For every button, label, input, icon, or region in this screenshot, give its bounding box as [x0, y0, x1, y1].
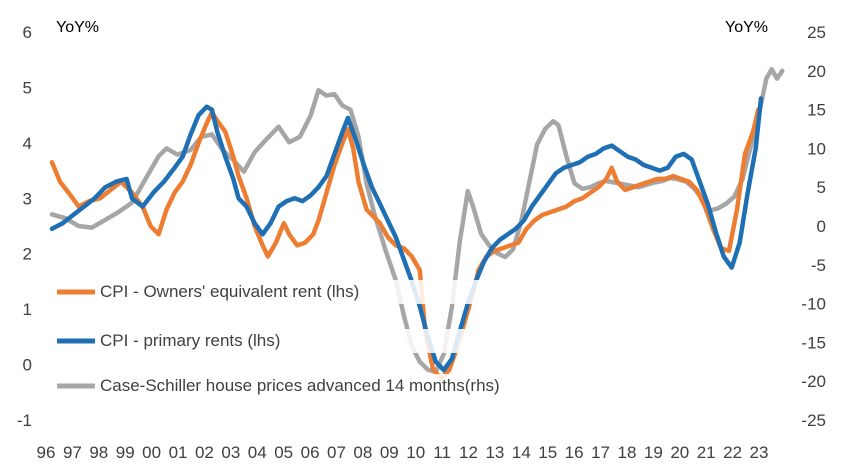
x-tick-label: 23	[750, 443, 769, 462]
x-tick-label: 17	[591, 443, 610, 462]
y-left-tick-label: 2	[23, 245, 32, 264]
y-right-tick-label: 5	[817, 178, 826, 197]
legend: CPI - Owners' equivalent rent (lhs) CPI -…	[52, 280, 572, 398]
y-left-tick-label: 5	[23, 78, 32, 97]
legend-entry-bg	[52, 280, 572, 304]
y-right-tick-label: -20	[801, 372, 826, 391]
x-tick-label: 13	[485, 443, 504, 462]
y-right-tick-label: 20	[807, 62, 826, 81]
series-line-1	[49, 107, 761, 381]
x-tick-label: 06	[301, 443, 320, 462]
x-tick-label: 10	[406, 443, 425, 462]
x-tick-label: 08	[353, 443, 372, 462]
x-tick-label: 22	[723, 443, 742, 462]
y-right-tick-label: 0	[817, 217, 826, 236]
x-tick-label: 09	[380, 443, 399, 462]
x-tick-label: 20	[670, 443, 689, 462]
y-left-tick-label: 1	[23, 300, 32, 319]
y-right-tick-label: 15	[807, 101, 826, 120]
y-right-tick-label: -5	[811, 256, 826, 275]
y-right-tick-label: 25	[807, 23, 826, 42]
left-axis-unit: YoY%	[56, 19, 99, 36]
x-tick-label: 07	[327, 443, 346, 462]
x-tick-label: 01	[169, 443, 188, 462]
legend-label: Case-Schiller house prices advanced 14 m…	[100, 376, 500, 395]
x-tick-label: 21	[697, 443, 716, 462]
x-tick-label: 16	[565, 443, 584, 462]
x-tick-label: 96	[37, 443, 56, 462]
y-left-tick-label: 0	[23, 356, 32, 375]
x-tick-label: 11	[433, 443, 451, 462]
x-tick-label: 05	[274, 443, 293, 462]
x-tick-label: 19	[644, 443, 663, 462]
y-right-tick-label: -25	[801, 411, 826, 430]
x-tick-label: 04	[248, 443, 267, 462]
right-axis-unit: YoY%	[725, 19, 768, 36]
legend-label: CPI - Owners' equivalent rent (lhs)	[100, 282, 359, 301]
x-tick-label: 99	[116, 443, 135, 462]
legend-entry-bg	[52, 329, 572, 353]
x-tick-labels: 96 97 98 99 00 01 02 03 04 05 06 07 08 09 10 11 12 13 14 15…	[37, 443, 769, 462]
x-tick-label: 97	[63, 443, 82, 462]
x-tick-label: 02	[195, 443, 214, 462]
y-left-tick-label: 6	[23, 23, 32, 42]
x-tick-label: 00	[142, 443, 161, 462]
legend-label: CPI - primary rents (lhs)	[100, 331, 280, 350]
y-right-tick-labels: 25 20 15 10 5 0 -5 -10 -15 -20 -25	[801, 23, 826, 430]
x-tick-label: 03	[221, 443, 240, 462]
x-tick-label: 15	[538, 443, 557, 462]
legend-entry-bg	[52, 374, 572, 398]
y-right-tick-label: -10	[801, 295, 826, 314]
y-right-tick-label: 10	[807, 139, 826, 158]
x-tick-label: 18	[618, 443, 637, 462]
y-left-tick-label: 4	[23, 134, 32, 153]
y-right-tick-label: -15	[801, 333, 826, 352]
x-tick-label: 98	[89, 443, 108, 462]
y-left-tick-label: 3	[23, 189, 32, 208]
y-left-tick-label: -1	[17, 411, 32, 430]
x-tick-label: 14	[512, 443, 531, 462]
y-left-tick-labels: 6 5 4 3 2 1 0 -1	[17, 23, 32, 430]
x-tick-label: 12	[459, 443, 478, 462]
